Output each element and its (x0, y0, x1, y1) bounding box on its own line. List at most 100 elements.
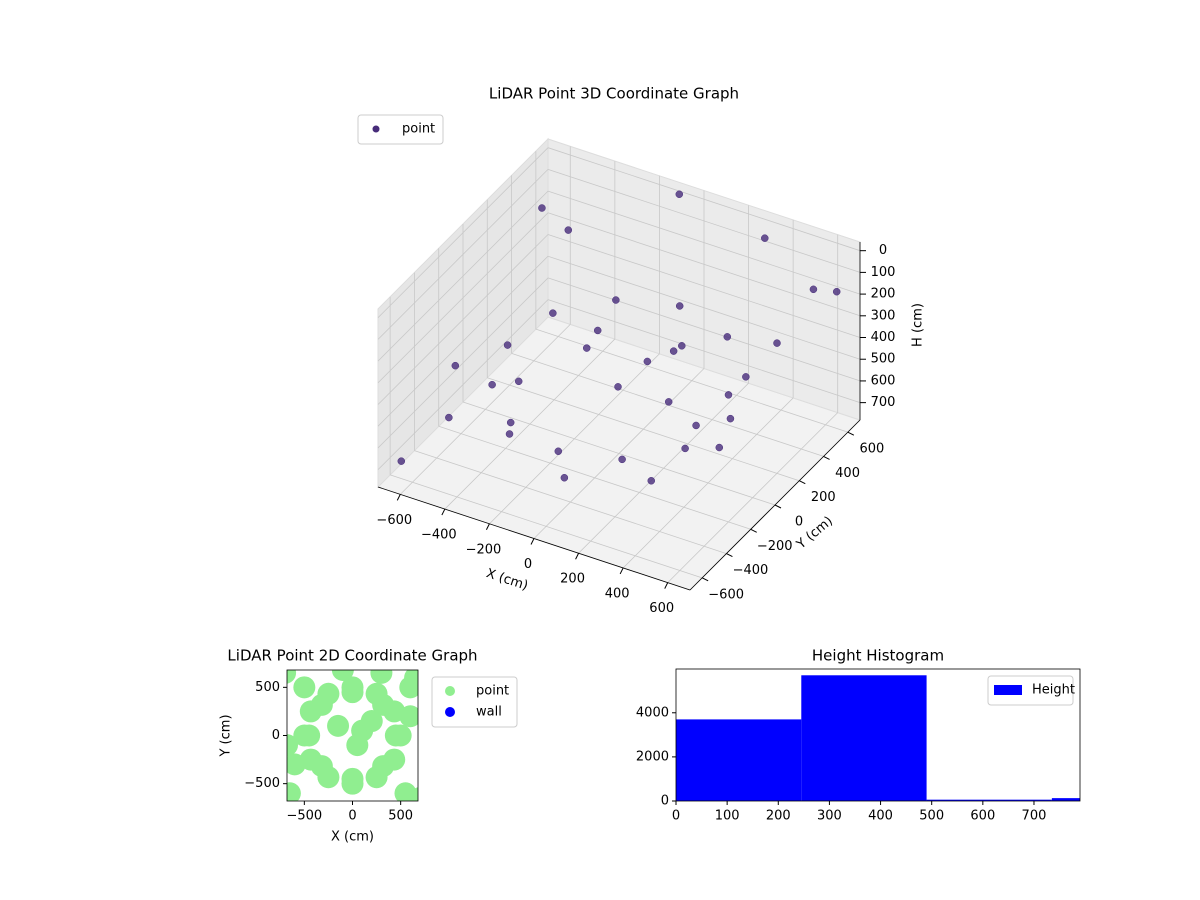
grid-line (462, 401, 776, 506)
grid-line (377, 299, 549, 470)
data-point (331, 670, 354, 681)
data-point (399, 705, 418, 728)
grid-line (487, 377, 800, 482)
x-tick-label: 700 (1022, 809, 1047, 824)
grid-line (547, 299, 861, 404)
data-point (554, 447, 563, 456)
z-tick-label: 700 (871, 395, 896, 410)
data-point (715, 443, 724, 452)
y-tick-label: 600 (859, 442, 884, 457)
data-point (445, 413, 453, 422)
x-tick-label: −200 (466, 542, 502, 557)
data-point (678, 342, 686, 350)
data-point (723, 333, 732, 341)
grid-line (547, 234, 861, 338)
z-tick-label: 200 (871, 287, 896, 302)
x-tick-label: 0 (524, 557, 532, 572)
z-tick-label: 100 (871, 265, 896, 280)
bar (926, 799, 1052, 801)
data-point (341, 767, 364, 790)
y-tick (823, 455, 830, 460)
data-point (287, 670, 297, 684)
x-tick-label: −400 (421, 528, 457, 543)
y-tick-label: 4000 (636, 705, 669, 720)
data-point (761, 234, 769, 242)
data-point (724, 391, 733, 399)
y-axis-label: Y (cm) (219, 714, 234, 757)
z-tick-label: 500 (871, 352, 896, 367)
x-tick (396, 494, 401, 501)
legend-label: point (476, 684, 509, 699)
y-tick (774, 504, 782, 509)
y-tick-label: 500 (255, 680, 280, 695)
x-tick-label: 500 (919, 809, 944, 824)
data-point (503, 341, 512, 349)
data-point (514, 377, 523, 386)
bar (1051, 798, 1080, 801)
grid-line (547, 190, 861, 295)
y-tick (847, 431, 855, 436)
grid-line (438, 425, 751, 530)
data-point (327, 714, 350, 737)
y-tick (750, 528, 757, 533)
grid-line (377, 277, 549, 449)
grid-line (547, 277, 861, 382)
data-point (612, 296, 620, 304)
x-tick-label: 200 (560, 572, 585, 587)
x-tick-label: −500 (286, 809, 322, 824)
legend-swatch (994, 685, 1022, 695)
data-point (506, 418, 515, 427)
bar (801, 675, 927, 801)
data-point (360, 710, 383, 733)
y-tick-label: −600 (708, 587, 744, 602)
data-point (341, 681, 364, 704)
data-point (293, 676, 316, 699)
grid-line (377, 234, 549, 405)
y-axis (689, 419, 861, 591)
y-tick (799, 480, 806, 485)
data-point (488, 380, 496, 389)
data-point (618, 455, 626, 464)
x-tick (619, 567, 624, 575)
data-point (582, 344, 591, 352)
z-tick-label: 300 (871, 308, 896, 323)
y-tick-label: 0 (795, 515, 803, 530)
data-point (692, 421, 700, 430)
data-point (614, 383, 622, 391)
x-tick-label: 600 (970, 809, 995, 824)
y-tick-label: −200 (757, 539, 793, 554)
data-point (773, 339, 781, 347)
y-tick-label: 2000 (636, 749, 669, 764)
x-tick (530, 538, 535, 545)
x-tick-label: 600 (649, 601, 674, 616)
legend-label: Height (1032, 683, 1075, 698)
data-point (397, 457, 406, 465)
data-point (742, 373, 750, 381)
data-point (726, 414, 735, 423)
z-tick-label: 0 (879, 243, 887, 258)
y-tick-label: 200 (811, 490, 836, 505)
y-tick-label: 0 (272, 728, 280, 743)
data-point (372, 693, 395, 716)
z-tick-label: 400 (871, 330, 896, 345)
data-point (549, 309, 557, 317)
data-point (287, 734, 298, 757)
x-tick-label: 500 (388, 809, 413, 824)
data-point (370, 670, 393, 684)
grid-line (547, 169, 861, 273)
grid-line (547, 212, 861, 317)
data-point (564, 226, 573, 234)
grid-line (377, 147, 549, 318)
grid-line (414, 450, 727, 554)
x-tick-label: 100 (715, 809, 740, 824)
data-point (287, 782, 301, 801)
grid-line (377, 190, 549, 362)
legend (987, 675, 1074, 706)
data-point (372, 755, 395, 778)
x-axis-label: X (cm) (331, 830, 374, 845)
y-tick (701, 577, 709, 582)
legend (357, 114, 444, 145)
data-point (310, 755, 333, 778)
data-point (538, 204, 546, 212)
grid-line (377, 212, 549, 384)
